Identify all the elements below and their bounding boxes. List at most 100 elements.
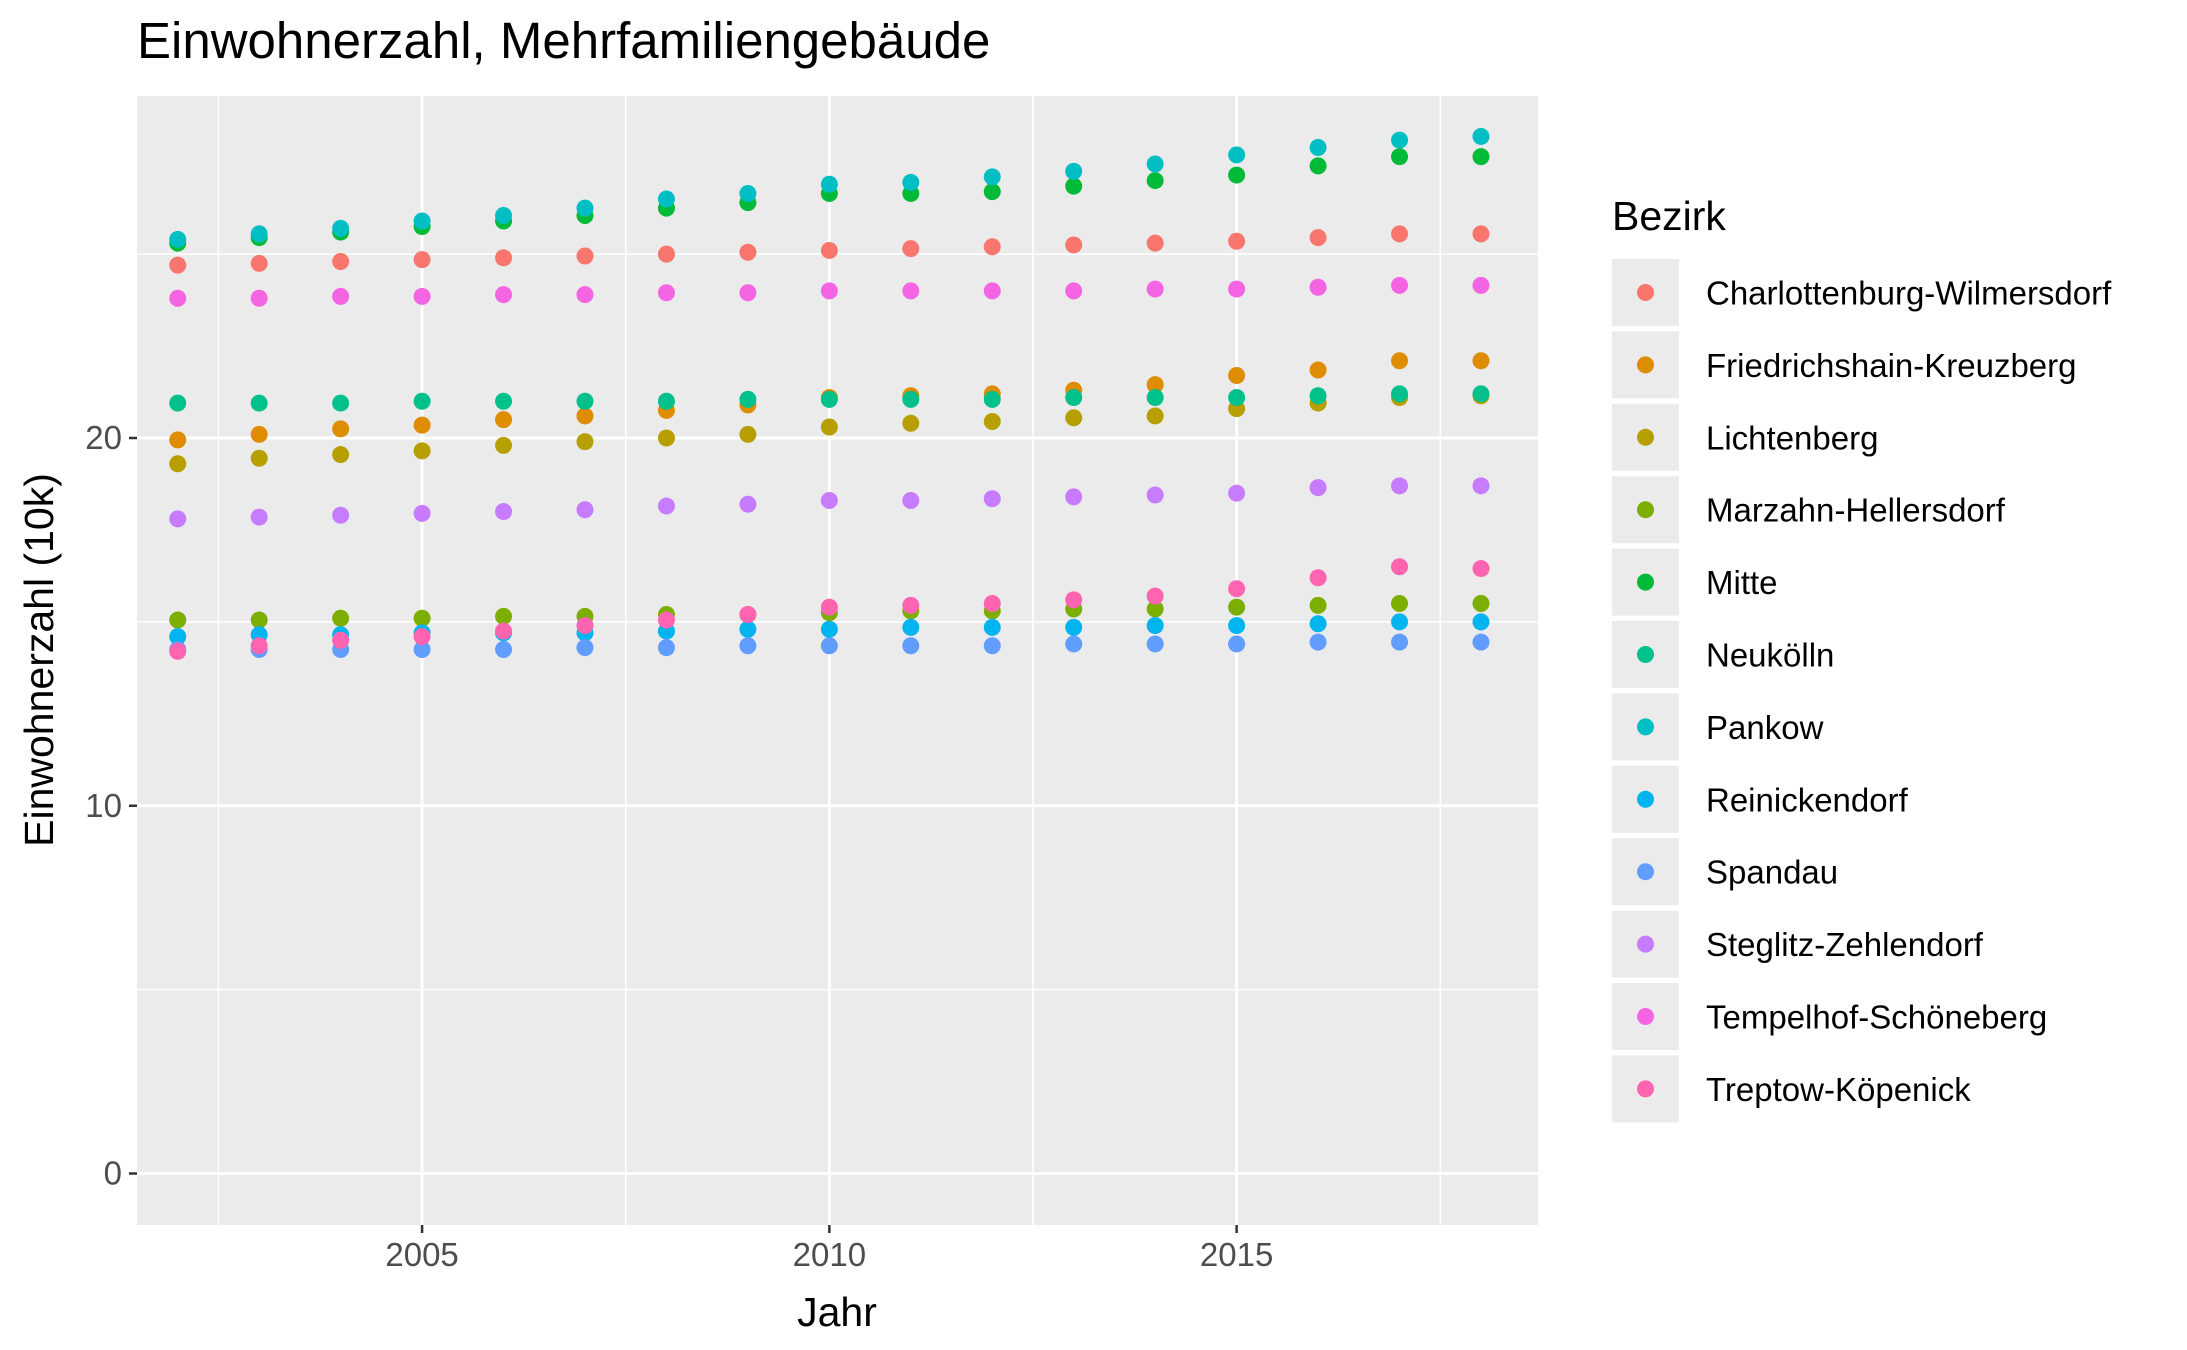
y-axis-title: Einwohnerzahl (10k) (16, 473, 62, 847)
data-point (739, 606, 757, 624)
data-point (1228, 484, 1246, 502)
data-point (576, 199, 594, 217)
data-point (576, 639, 594, 657)
data-point (1391, 276, 1409, 294)
data-point (576, 501, 594, 519)
data-point (1065, 591, 1083, 609)
x-axis-title: Jahr (797, 1289, 877, 1335)
data-point (1472, 225, 1490, 243)
data-point (657, 284, 675, 302)
data-point (413, 392, 431, 410)
data-point (1309, 157, 1327, 175)
data-point (495, 640, 513, 658)
data-point (983, 490, 1001, 508)
y-tick-label: 20 (85, 419, 122, 456)
data-point (1472, 276, 1490, 294)
legend: Bezirk Charlottenburg-Wilmersdorf Friedri… (1612, 193, 2112, 1123)
data-point (413, 212, 431, 230)
legend-label: Charlottenburg-Wilmersdorf (1706, 275, 2112, 312)
data-point (902, 240, 920, 258)
data-point (1228, 598, 1246, 616)
minor-gridlines (137, 96, 1538, 1225)
legend-key-point (1637, 1008, 1654, 1025)
legend-title: Bezirk (1612, 193, 1726, 239)
legend-key-point (1637, 718, 1654, 736)
data-point (413, 287, 431, 305)
data-point (739, 243, 757, 261)
data-points (169, 127, 1490, 660)
data-point (983, 238, 1001, 256)
plot-panel (137, 96, 1538, 1225)
data-point (1309, 633, 1327, 651)
data-point (1309, 361, 1327, 379)
data-point (739, 390, 757, 408)
data-point (983, 618, 1001, 636)
data-point (250, 637, 268, 655)
data-point (739, 495, 757, 513)
data-point (1391, 131, 1409, 149)
data-point (1146, 234, 1164, 252)
data-point (169, 510, 187, 528)
legend-label: Reinickendorf (1706, 781, 1909, 818)
data-point (983, 183, 1001, 201)
data-point (1309, 569, 1327, 587)
data-point (820, 637, 838, 655)
data-point (169, 611, 187, 629)
data-point (739, 184, 757, 202)
data-point (495, 411, 513, 429)
data-point (1065, 635, 1083, 653)
data-point (657, 392, 675, 410)
data-point (250, 254, 268, 272)
data-point (820, 418, 838, 436)
data-point (332, 609, 350, 627)
data-point (902, 618, 920, 636)
legend-key-point (1637, 935, 1654, 953)
data-point (1146, 587, 1164, 605)
legend-key-point (1637, 356, 1654, 374)
data-point (1472, 594, 1490, 612)
data-point (1309, 229, 1327, 247)
data-point (332, 420, 350, 438)
data-point (1309, 138, 1327, 156)
y-tick-label: 10 (85, 787, 122, 824)
data-point (820, 620, 838, 638)
data-point (657, 429, 675, 447)
data-point (413, 442, 431, 460)
data-point (332, 631, 350, 649)
y-axis: 0 10 20 (85, 419, 137, 1192)
data-point (739, 620, 757, 638)
data-point (495, 607, 513, 625)
data-point (1146, 155, 1164, 173)
data-point (657, 639, 675, 657)
legend-label: Friedrichshain-Kreuzberg (1706, 347, 2077, 384)
data-point (739, 284, 757, 302)
data-point (1228, 280, 1246, 298)
data-point (657, 190, 675, 208)
data-point (1065, 236, 1083, 254)
legend-label: Lichtenberg (1706, 419, 1878, 456)
data-point (169, 628, 187, 646)
legend-key-point (1637, 1080, 1654, 1098)
data-point (576, 407, 594, 425)
data-point (983, 168, 1001, 186)
data-point (169, 256, 187, 274)
data-point (1146, 617, 1164, 635)
data-point (1391, 594, 1409, 612)
data-point (250, 611, 268, 629)
data-point (495, 622, 513, 640)
legend-label: Steglitz-Zehlendorf (1706, 926, 1984, 963)
data-point (983, 390, 1001, 408)
data-point (413, 640, 431, 658)
data-point (1472, 352, 1490, 370)
data-point (1146, 280, 1164, 298)
data-point (657, 245, 675, 263)
data-point (250, 225, 268, 243)
data-point (902, 173, 920, 191)
y-tick-label: 0 (104, 1155, 122, 1192)
data-point (1391, 477, 1409, 495)
data-point (495, 249, 513, 267)
data-point (495, 503, 513, 521)
data-point (1065, 177, 1083, 195)
chart-title: Einwohnerzahl, Mehrfamiliengebäude (137, 12, 990, 69)
